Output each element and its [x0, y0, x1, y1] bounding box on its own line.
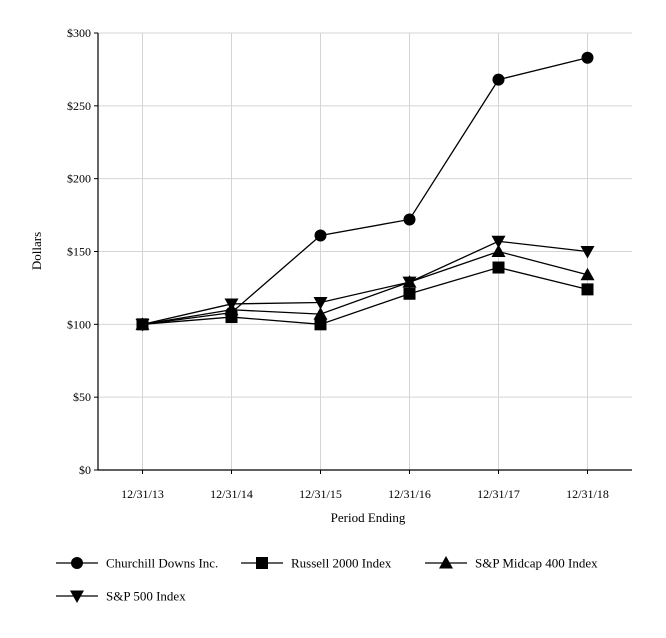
- x-axis-title: Period Ending: [331, 510, 406, 525]
- data-point: [403, 287, 416, 300]
- x-tick-label: 12/31/18: [566, 487, 609, 501]
- y-tick-label: $0: [79, 463, 91, 477]
- y-tick-label: $150: [67, 245, 91, 259]
- y-tick-labels: $0 $50 $100 $150 $200 $250 $300: [67, 26, 91, 477]
- y-tick-label: $250: [67, 99, 91, 113]
- axes: [94, 32, 632, 474]
- data-point: [313, 296, 328, 310]
- y-tick-label: $100: [67, 317, 91, 331]
- data-point: [135, 318, 150, 332]
- data-point: [581, 283, 594, 296]
- data-point: [224, 298, 239, 311]
- legend-item: Russell 2000 Index: [241, 556, 392, 571]
- x-tick-label: 12/31/14: [210, 487, 253, 501]
- y-axis-title: Dollars: [29, 232, 44, 270]
- legend-label: S&P 500 Index: [106, 589, 186, 604]
- data-point: [580, 267, 595, 281]
- legend-marker: [70, 590, 84, 603]
- legend-item: Churchill Downs Inc.: [56, 556, 218, 571]
- y-tick-label: $50: [73, 390, 91, 404]
- x-tick-label: 12/31/13: [121, 487, 164, 501]
- legend-item: S&P Midcap 400 Index: [425, 556, 598, 571]
- x-tick-label: 12/31/15: [299, 487, 342, 501]
- x-tick-label: 12/31/16: [388, 487, 431, 501]
- series-line: [142, 266, 588, 325]
- legend-item: S&P 500 Index: [56, 589, 186, 604]
- series-line: [142, 250, 588, 325]
- series-group: [135, 244, 595, 330]
- legend-label: S&P Midcap 400 Index: [475, 556, 598, 571]
- legend-marker: [256, 557, 268, 569]
- data-point: [402, 276, 417, 290]
- x-tick-labels: 12/31/13 12/31/14 12/31/15 12/31/16 12/31/17…: [121, 487, 609, 501]
- data-point: [314, 318, 327, 331]
- data-point: [581, 51, 594, 64]
- data-point: [403, 213, 416, 226]
- series-group: [135, 235, 595, 332]
- data-point: [314, 229, 327, 242]
- data-point: [492, 261, 505, 274]
- y-tick-label: $300: [67, 26, 91, 40]
- series-line: [142, 240, 588, 325]
- y-tick-label: $200: [67, 172, 91, 186]
- series-group: [136, 51, 594, 331]
- data-point: [313, 307, 328, 320]
- data-point: [492, 73, 505, 86]
- data-point: [491, 244, 506, 257]
- data-point: [580, 246, 595, 259]
- x-tick-label: 12/31/17: [477, 487, 520, 501]
- legend: Churchill Downs Inc. Russell 2000 Index S&…: [56, 556, 598, 604]
- legend-label: Russell 2000 Index: [291, 556, 392, 571]
- series-line: [142, 57, 588, 325]
- series-group: [136, 261, 594, 331]
- legend-marker: [439, 556, 453, 569]
- series: [135, 51, 595, 332]
- grid: [98, 32, 632, 471]
- data-point: [491, 235, 506, 249]
- legend-marker: [71, 557, 83, 569]
- legend-label: Churchill Downs Inc.: [106, 556, 218, 571]
